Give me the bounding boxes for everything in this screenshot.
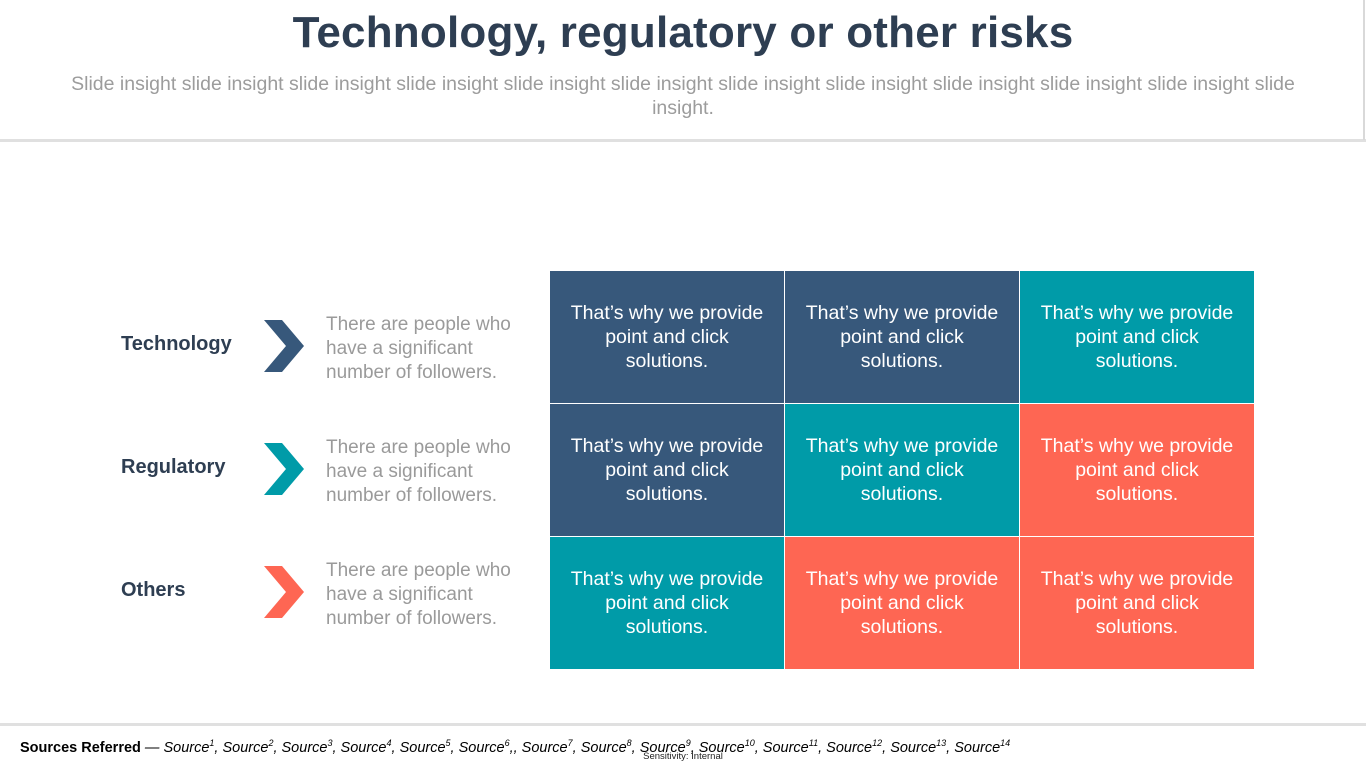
row-label-technology: Technology <box>121 333 232 355</box>
matrix-cell-3-3: That’s why we provide point and click so… <box>1020 537 1254 669</box>
source-citation: Source3 <box>281 738 333 756</box>
source-citation: Source6 <box>458 738 510 756</box>
chevron-right-icon <box>264 443 304 495</box>
source-citation: Source13 <box>890 738 947 756</box>
risk-matrix: That’s why we provide point and click so… <box>550 271 1254 669</box>
row-label-regulatory: Regulatory <box>121 456 226 478</box>
row-label-others: Others <box>121 579 186 601</box>
source-citation: Source11 <box>762 738 819 756</box>
source-citation: Source9 <box>639 738 691 756</box>
source-citation: Source4 <box>340 738 392 756</box>
sources-list: Source1, Source2, Source3, Source4, Sour… <box>163 738 1011 756</box>
matrix-cell-1-2: That’s why we provide point and click so… <box>785 271 1019 403</box>
chevron-right-icon <box>264 566 304 618</box>
sources-label: Sources Referred <box>20 739 141 756</box>
header-divider <box>0 139 1366 142</box>
source-citation: Source14 <box>954 738 1011 756</box>
source-citation: Source2 <box>222 738 274 756</box>
source-citation: Source5 <box>399 738 451 756</box>
matrix-cell-1-1: That’s why we provide point and click so… <box>550 271 784 403</box>
source-citation: Source8 <box>580 738 632 756</box>
slide-subtitle: Slide insight slide insight slide insigh… <box>71 73 1295 119</box>
source-citation: Source10 <box>698 738 755 756</box>
sensitivity-label: Sensitivity: Internal <box>643 751 723 762</box>
matrix-cell-2-2: That’s why we provide point and click so… <box>785 404 1019 536</box>
matrix-cell-3-1: That’s why we provide point and click so… <box>550 537 784 669</box>
slide-title: Technology, regulatory or other risks <box>292 8 1074 57</box>
row-description-technology: There are people who have a significant … <box>326 314 511 383</box>
footer-divider <box>0 723 1366 726</box>
matrix-cell-1-3: That’s why we provide point and click so… <box>1020 271 1254 403</box>
source-citation: Source1 <box>163 738 215 756</box>
row-description-others: There are people who have a significant … <box>326 560 511 629</box>
sources-separator: — <box>140 739 164 756</box>
sources-footer: Sources Referred — Source1, Source2, Sou… <box>20 738 1010 756</box>
slide-header: Technology, regulatory or other risks Sl… <box>0 0 1366 140</box>
matrix-cell-2-3: That’s why we provide point and click so… <box>1020 404 1254 536</box>
source-citation: Source7 <box>521 738 573 756</box>
source-citation: Source12 <box>826 738 883 756</box>
chevron-right-icon <box>264 320 304 372</box>
matrix-cell-2-1: That’s why we provide point and click so… <box>550 404 784 536</box>
row-description-regulatory: There are people who have a significant … <box>326 437 511 506</box>
header-right-edge <box>1363 0 1365 140</box>
matrix-cell-3-2: That’s why we provide point and click so… <box>785 537 1019 669</box>
